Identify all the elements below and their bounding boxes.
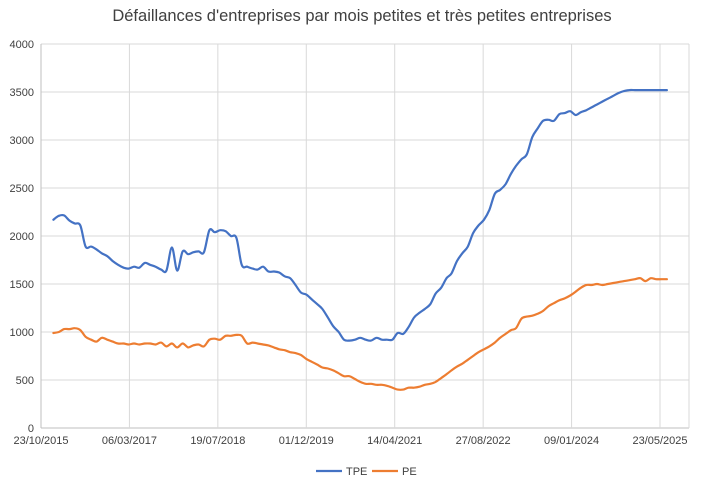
x-tick-label: 06/03/2017 <box>102 435 157 447</box>
chart-title: Défaillances d'entreprises par mois peti… <box>112 7 611 25</box>
x-axis: 23/10/2015 06/03/2017 19/07/2018 01/12/2019… <box>13 435 687 447</box>
y-tick-label: 500 <box>16 375 34 387</box>
gridlines <box>40 43 690 429</box>
y-axis: 0 500 1000 1500 2000 2500 3000 3500 4000 <box>10 39 34 435</box>
x-tick-label: 23/05/2025 <box>632 435 687 447</box>
x-tick-label: 14/04/2021 <box>367 435 422 447</box>
series-lines <box>52 88 668 391</box>
y-tick-label: 1500 <box>10 279 34 291</box>
legend-label-tpe: TPE <box>346 466 367 478</box>
series-line-tpe <box>52 88 668 342</box>
legend-label-pe: PE <box>402 466 417 478</box>
y-tick-label: 2500 <box>10 183 34 195</box>
y-tick-label: 2000 <box>10 231 34 243</box>
legend: TPE PE <box>316 466 417 478</box>
y-tick-label: 4000 <box>10 39 34 51</box>
x-tick-label: 19/07/2018 <box>190 435 245 447</box>
y-tick-label: 3000 <box>10 135 34 147</box>
x-tick-label: 27/08/2022 <box>456 435 511 447</box>
x-tick-label: 23/10/2015 <box>13 435 68 447</box>
y-tick-label: 0 <box>28 423 34 435</box>
x-tick-label: 01/12/2019 <box>279 435 334 447</box>
series-line-pe <box>52 277 668 391</box>
y-tick-label: 1000 <box>10 327 34 339</box>
x-tick-label: 09/01/2024 <box>544 435 599 447</box>
y-tick-label: 3500 <box>10 87 34 99</box>
